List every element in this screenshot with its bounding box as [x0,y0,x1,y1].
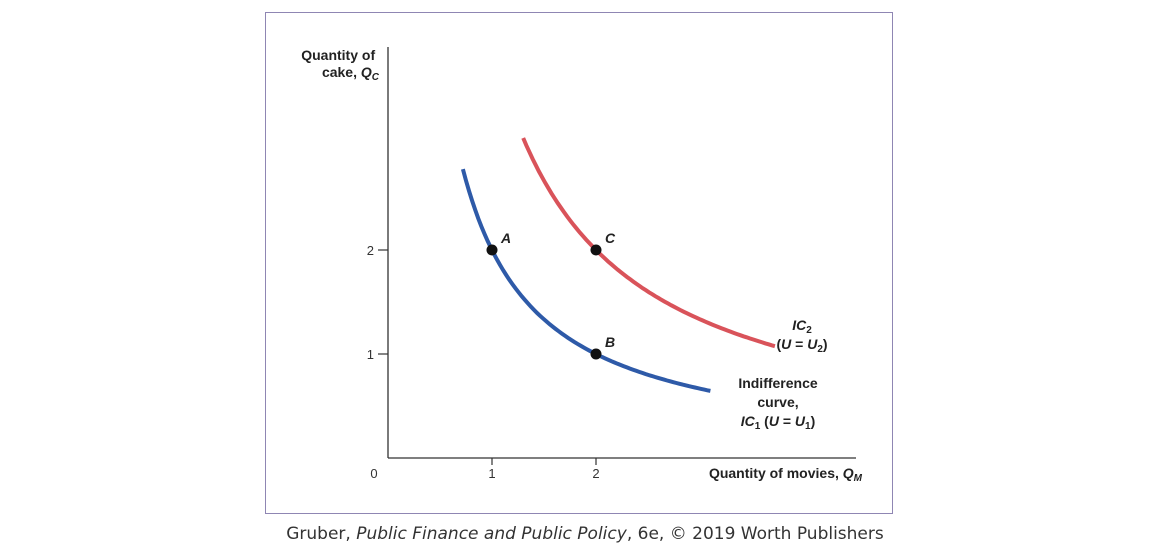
point-b [590,348,602,360]
point-label-b: B [605,334,615,350]
point-c [590,244,602,256]
ic2-label: IC2​(U = U2​) [776,317,827,355]
origin-label: 0 [370,466,377,481]
y-tick-label-1: 2 [367,243,374,258]
point-a [486,244,498,256]
labels: Quantity of cake, QC Quantity of movies,… [301,47,862,484]
y-tick-label-0: 1 [367,347,374,362]
credit-title: Public Finance and Public Policy [356,524,627,544]
point-label-c: C [605,230,616,246]
ic2-curve [521,137,776,349]
source-credit: Gruber, Public Finance and Public Policy… [0,524,1170,544]
x-axis-label: Quantity of movies, QM [709,465,863,484]
ticks: 1 2 1 2 [367,243,600,481]
axes [387,47,856,459]
x-tick-label-1: 2 [592,466,599,481]
point-label-a: A [500,230,511,246]
y-axis-label: Quantity of cake, QC [301,47,380,83]
x-tick-label-0: 1 [488,466,495,481]
points: A B C [486,230,616,360]
credit-author: Gruber, [286,524,357,544]
credit-rest: , 6e, © 2019 Worth Publishers [626,524,884,544]
ic1-curve [460,168,711,393]
